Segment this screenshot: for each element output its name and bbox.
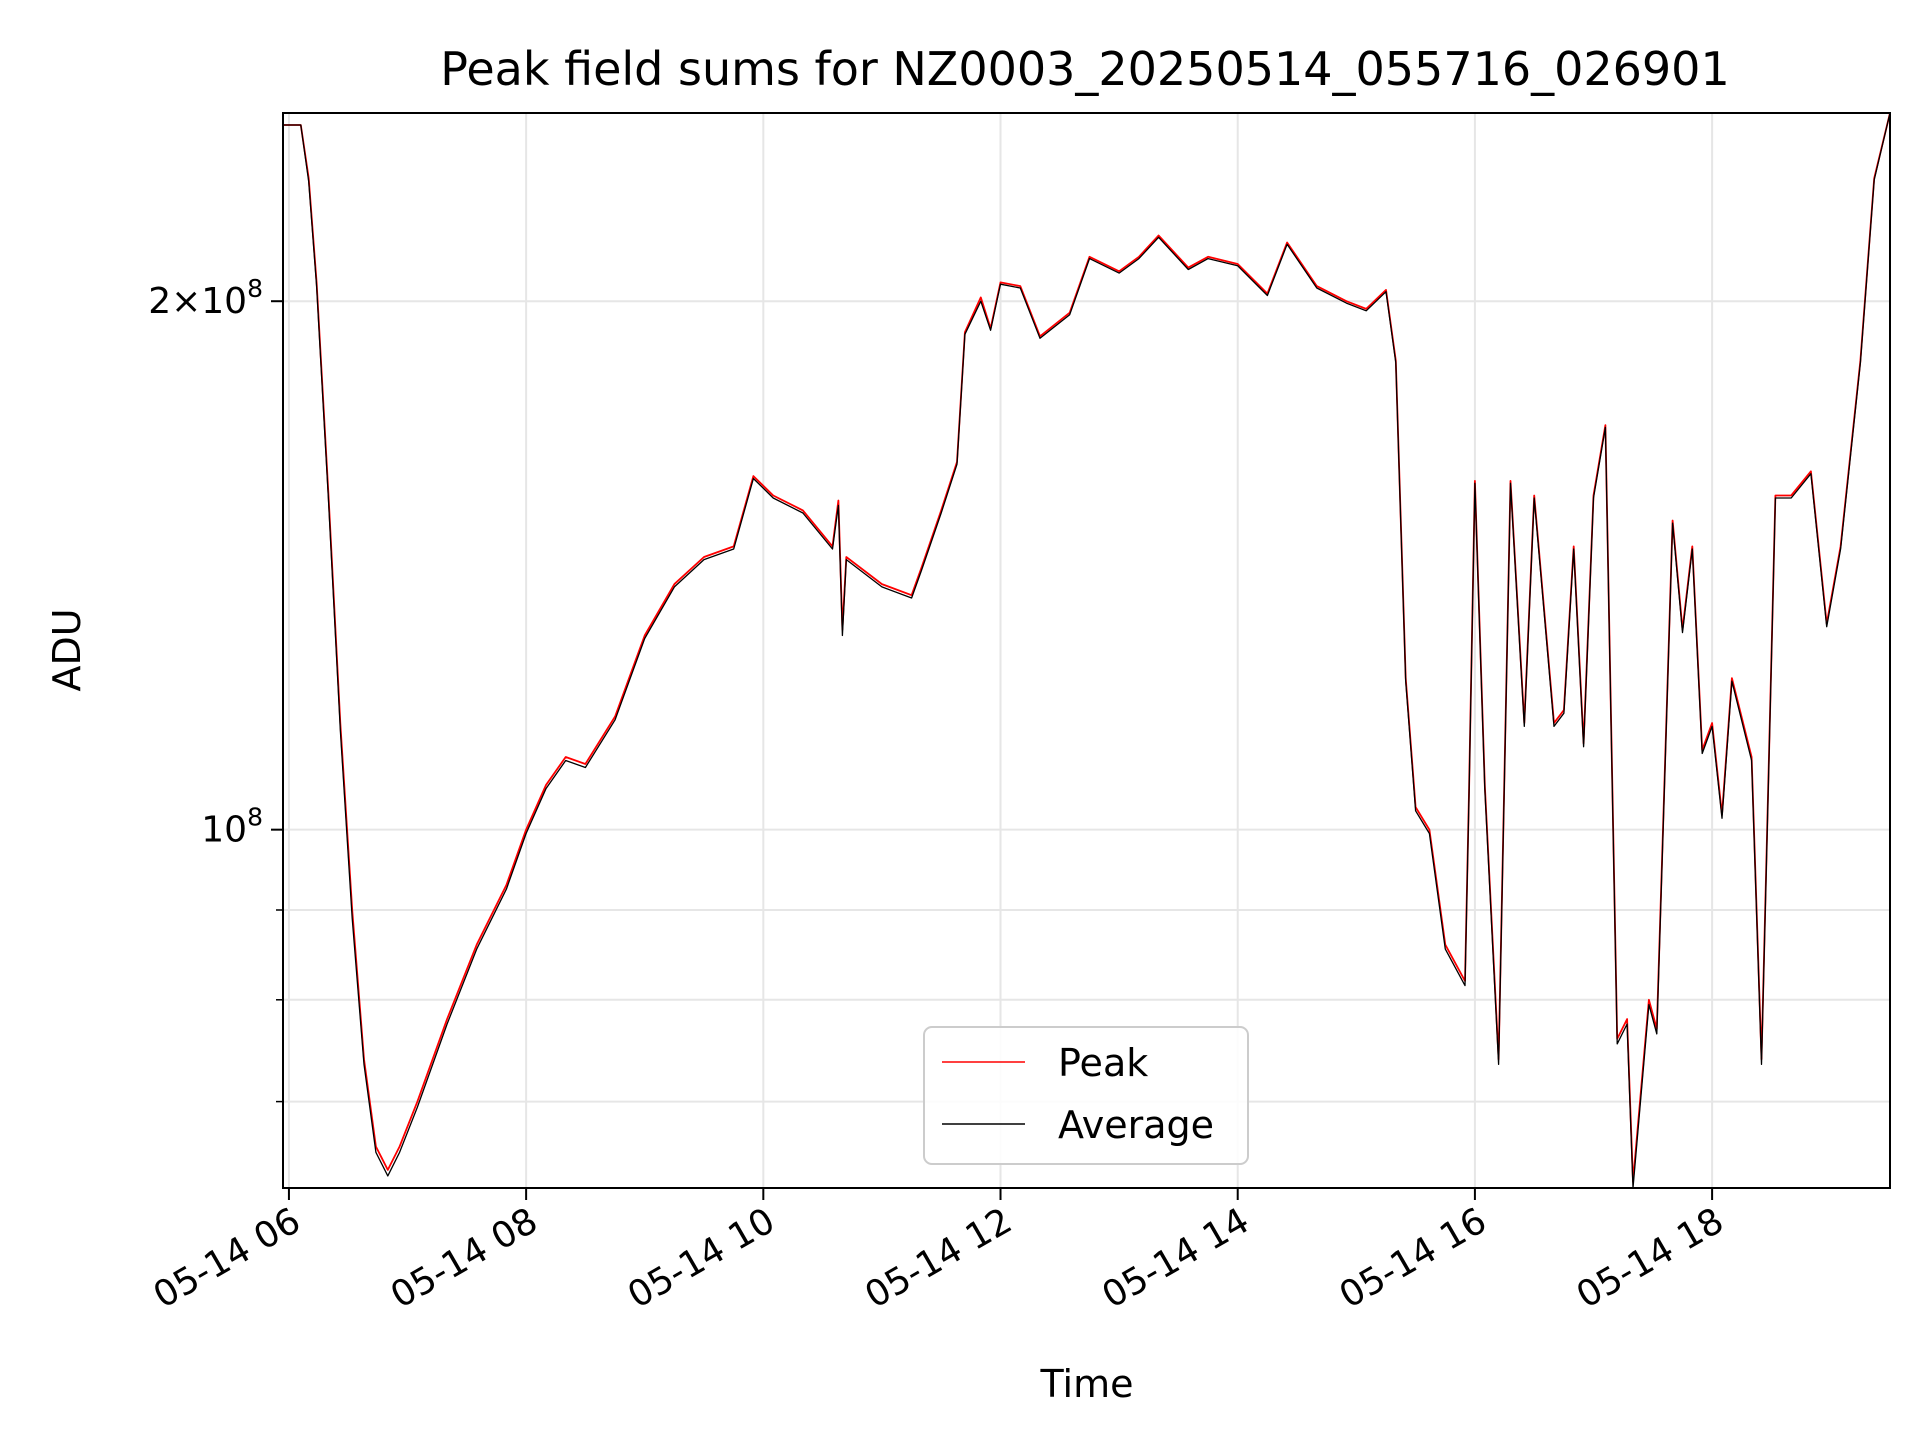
grid <box>283 113 1890 1188</box>
plot-series <box>283 112 1891 1189</box>
y-axis-label: ADU <box>45 608 89 691</box>
legend-label-average: Average <box>1058 1103 1214 1147</box>
legend-label-peak: Peak <box>1058 1041 1148 1085</box>
y-tick-label: 2×108 <box>148 274 263 322</box>
y-tick-label: 108 <box>201 803 263 851</box>
plot-frame <box>282 112 1891 1189</box>
y-tick-exponent: 8 <box>247 803 263 832</box>
x-axis-label: Time <box>1040 1362 1134 1406</box>
y-tick-coef: 2× <box>148 281 201 322</box>
y-tick-base: 10 <box>201 810 247 851</box>
y-tick-exponent: 8 <box>247 274 263 303</box>
y-tick-base: 10 <box>201 281 247 322</box>
series-line-peak <box>283 112 1891 1183</box>
legend: Peak Average <box>923 1026 1249 1165</box>
series-line-average <box>283 112 1891 1189</box>
chart-title: Peak field sums for NZ0003_20250514_0557… <box>440 42 1729 96</box>
